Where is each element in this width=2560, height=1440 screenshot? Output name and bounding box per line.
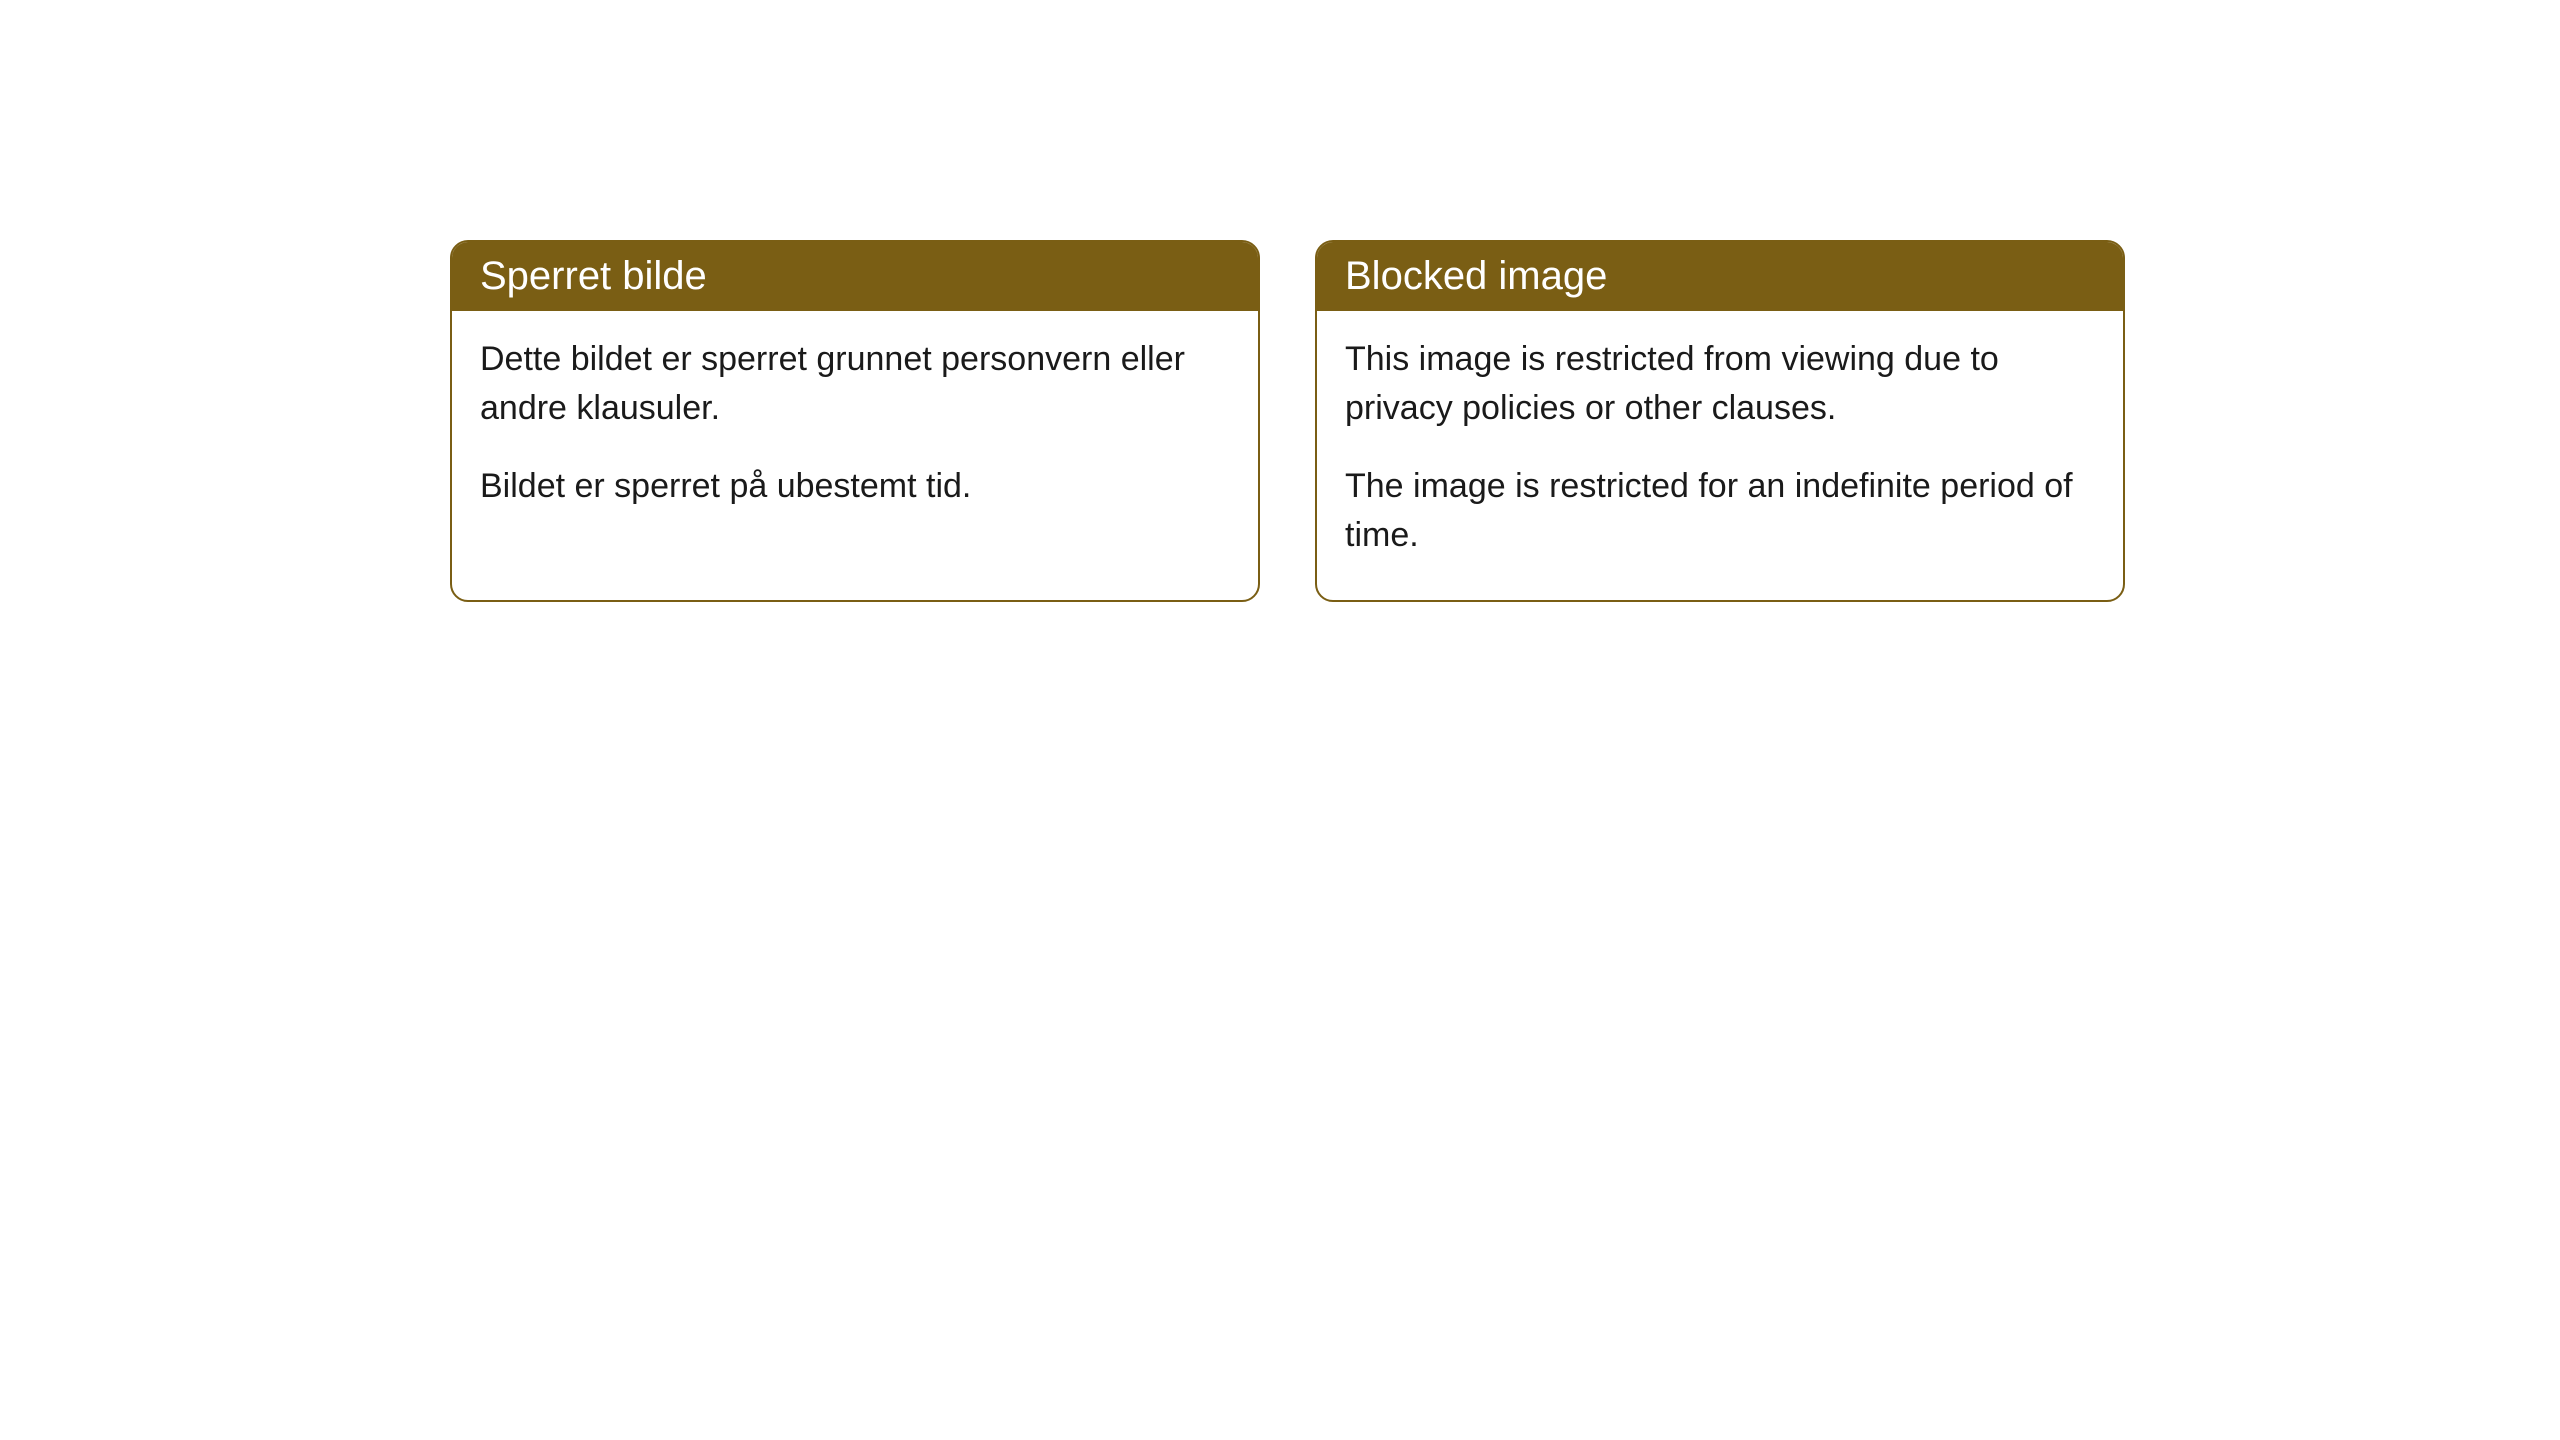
notice-header: Sperret bilde [452, 242, 1258, 311]
notice-card-norwegian: Sperret bilde Dette bildet er sperret gr… [450, 240, 1260, 602]
notice-paragraph: The image is restricted for an indefinit… [1345, 462, 2095, 561]
notice-paragraph: Dette bildet er sperret grunnet personve… [480, 335, 1230, 434]
notice-title: Blocked image [1345, 254, 1607, 298]
notice-paragraph: Bildet er sperret på ubestemt tid. [480, 462, 1230, 511]
notice-header: Blocked image [1317, 242, 2123, 311]
notice-title: Sperret bilde [480, 254, 707, 298]
notice-card-english: Blocked image This image is restricted f… [1315, 240, 2125, 602]
notice-body: Dette bildet er sperret grunnet personve… [452, 311, 1258, 551]
notice-body: This image is restricted from viewing du… [1317, 311, 2123, 600]
notice-container: Sperret bilde Dette bildet er sperret gr… [0, 0, 2560, 602]
notice-paragraph: This image is restricted from viewing du… [1345, 335, 2095, 434]
